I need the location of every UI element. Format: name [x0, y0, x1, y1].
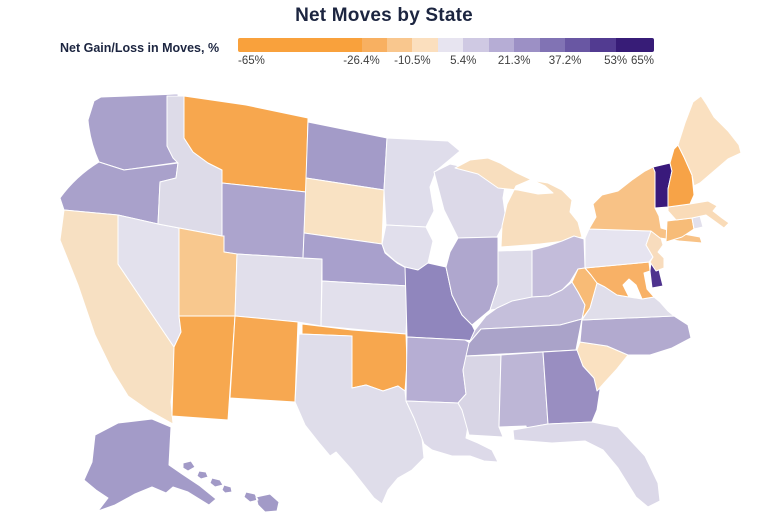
state-hawaii[interactable] — [182, 460, 280, 512]
legend-segment — [386, 38, 413, 52]
legend: Net Gain/Loss in Moves, % -65% -26.4% -10.… — [60, 38, 654, 74]
legend-segment — [412, 38, 438, 52]
state-kansas[interactable] — [320, 280, 409, 335]
legend-tick-label: 5.4% — [450, 55, 477, 67]
legend-segment — [539, 38, 566, 52]
legend-segment — [437, 38, 464, 52]
legend-label: Net Gain/Loss in Moves, % — [60, 41, 220, 55]
chart-title: Net Moves by State — [295, 5, 473, 26]
legend-segment — [488, 38, 515, 52]
state-maine[interactable] — [677, 95, 742, 187]
state-new-jersey[interactable] — [645, 230, 665, 272]
state-new-hampshire[interactable] — [667, 144, 695, 208]
legend-segment — [565, 38, 591, 52]
state-new-mexico[interactable] — [229, 315, 299, 403]
legend-color-scale — [238, 38, 654, 52]
state-montana[interactable] — [183, 95, 309, 193]
legend-tick-label: 37.2% — [548, 55, 582, 67]
state-arizona[interactable] — [171, 315, 236, 421]
state-arkansas[interactable] — [405, 336, 471, 404]
state-pennsylvania[interactable] — [584, 228, 654, 269]
state-washington[interactable] — [87, 93, 182, 171]
legend-tick-label: 65% — [630, 55, 654, 67]
legend-tick-label: -65% — [238, 55, 265, 67]
state-texas[interactable] — [294, 333, 425, 505]
state-wyoming[interactable] — [221, 182, 307, 259]
state-maryland[interactable] — [584, 261, 655, 300]
legend-segment — [238, 38, 362, 52]
legend-tick-label: -10.5% — [394, 55, 431, 67]
state-north-carolina[interactable] — [579, 315, 692, 356]
state-alaska[interactable] — [83, 418, 217, 512]
legend-tick-label: 53% — [604, 55, 628, 67]
legend-tick-label: -26.4% — [343, 55, 380, 67]
legend-segment — [590, 38, 616, 52]
state-colorado[interactable] — [234, 253, 323, 327]
state-south-dakota[interactable] — [303, 177, 385, 245]
legend-segment — [463, 38, 489, 52]
legend-colorbar: -65% -26.4% -10.5% 5.4% 21.3% 37.2% 53% 65% — [238, 38, 654, 74]
state-west-virginia[interactable] — [571, 267, 598, 320]
legend-segment — [361, 38, 387, 52]
legend-tick-label: 21.3% — [497, 55, 531, 67]
state-florida[interactable] — [512, 421, 661, 508]
state-minnesota[interactable] — [383, 137, 461, 228]
legend-segment — [615, 38, 654, 52]
legend-segment — [514, 38, 540, 52]
state-massachusetts[interactable] — [667, 200, 730, 229]
